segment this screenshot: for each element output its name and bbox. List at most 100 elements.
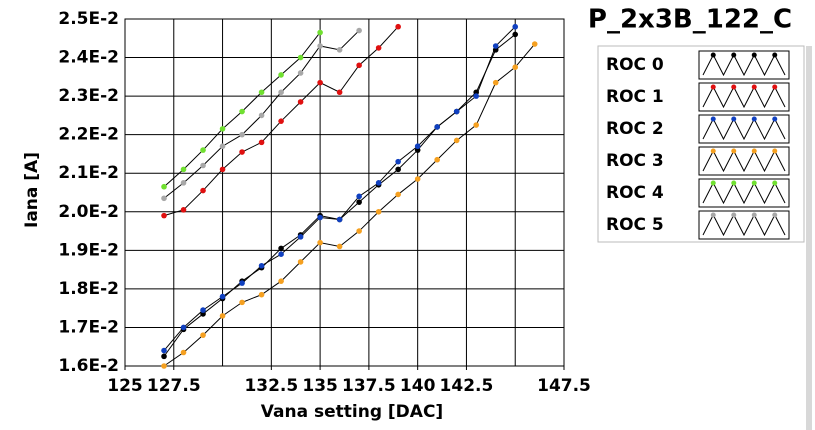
y-tick-label: 2.1E-2 <box>58 163 119 183</box>
data-point <box>278 89 284 96</box>
legend-marker <box>772 148 778 154</box>
legend-line <box>702 85 786 109</box>
legend-marker <box>731 180 737 186</box>
data-point <box>258 112 265 119</box>
data-point <box>200 162 206 169</box>
data-point <box>219 126 226 132</box>
legend-label: ROC 5 <box>606 215 664 235</box>
y-tick-label: 1.6E-2 <box>58 356 119 376</box>
scroll-bar <box>806 46 812 430</box>
legend-marker <box>751 148 757 154</box>
legend-marker <box>751 52 757 58</box>
legend-marker <box>710 212 716 218</box>
legend-marker <box>731 212 737 218</box>
data-point <box>453 108 460 115</box>
legend-label: ROC 1 <box>606 87 664 107</box>
x-tick-label: 127.5 <box>147 376 201 396</box>
data-point <box>219 313 226 319</box>
y-tick-label: 2.5E-2 <box>58 9 119 29</box>
data-point <box>317 239 323 246</box>
data-point <box>239 149 245 155</box>
legend-marker <box>731 52 737 58</box>
data-point <box>161 195 167 202</box>
data-point <box>161 212 167 219</box>
legend-label: ROC 0 <box>606 55 664 75</box>
y-tick-label: 2.2E-2 <box>58 125 119 145</box>
data-point <box>395 158 401 165</box>
legend-line <box>702 149 786 173</box>
data-point <box>278 118 284 124</box>
legend-line <box>702 117 786 141</box>
y-tick-label: 1.8E-2 <box>58 279 119 299</box>
legend-label: ROC 2 <box>606 119 664 139</box>
data-point <box>317 214 323 221</box>
data-point <box>414 147 421 153</box>
data-point <box>336 243 343 250</box>
data-point <box>239 131 245 138</box>
data-point <box>512 23 519 30</box>
legend-marker <box>772 212 778 218</box>
legend-marker <box>772 84 778 90</box>
data-point <box>180 349 187 356</box>
data-point <box>512 64 519 70</box>
y-tick-label: 1.9E-2 <box>58 240 119 260</box>
y-tick-label: 2.3E-2 <box>58 86 119 106</box>
data-point <box>317 43 323 49</box>
legend-marker <box>710 84 716 90</box>
data-point <box>434 156 440 163</box>
data-point <box>278 245 284 252</box>
data-point <box>180 324 187 331</box>
legend-marker <box>751 116 757 122</box>
y-tick-label: 2.0E-2 <box>58 202 119 222</box>
data-point <box>297 259 304 265</box>
data-point <box>453 137 460 144</box>
data-point <box>336 89 343 96</box>
data-point <box>180 207 187 213</box>
legend-line <box>702 181 786 205</box>
data-point <box>161 353 167 360</box>
x-tick-label: 132.5 <box>244 376 298 396</box>
data-point <box>219 166 226 173</box>
x-tick-label: 147.5 <box>537 376 591 396</box>
x-tick-label: 137.5 <box>342 376 396 396</box>
data-point <box>473 93 480 99</box>
data-point <box>161 347 167 354</box>
data-point <box>512 31 519 38</box>
legend-marker <box>710 52 716 58</box>
legend-marker <box>772 180 778 186</box>
data-point <box>200 147 206 153</box>
legend-line <box>702 53 786 77</box>
data-point <box>317 29 323 36</box>
legend-marker <box>751 212 757 218</box>
data-point <box>395 166 401 173</box>
data-point <box>336 216 343 223</box>
data-point <box>258 291 265 298</box>
legend-marker <box>731 116 737 122</box>
data-point <box>278 72 284 78</box>
y-axis-label: Iana [A] <box>22 152 42 228</box>
data-point <box>200 332 206 338</box>
data-point <box>161 363 167 369</box>
data-point <box>395 191 401 198</box>
data-point <box>200 187 206 194</box>
data-point <box>161 183 167 190</box>
data-point <box>219 143 226 150</box>
data-point <box>414 176 421 182</box>
data-point <box>258 139 265 146</box>
data-point <box>278 278 284 284</box>
legend-marker <box>772 116 778 122</box>
data-point <box>317 79 323 86</box>
data-point <box>180 180 187 186</box>
legend-label: ROC 3 <box>606 151 664 171</box>
chart-title: P_2x3B_122_C <box>588 5 792 35</box>
x-axis-label: Vana setting [DAC] <box>261 402 443 422</box>
data-point <box>239 280 245 286</box>
data-point <box>180 166 187 173</box>
data-point <box>356 27 362 34</box>
data-point <box>434 124 440 130</box>
data-point <box>395 23 401 30</box>
data-point <box>336 47 343 53</box>
legend-marker <box>710 148 716 154</box>
legend-line <box>702 213 786 237</box>
